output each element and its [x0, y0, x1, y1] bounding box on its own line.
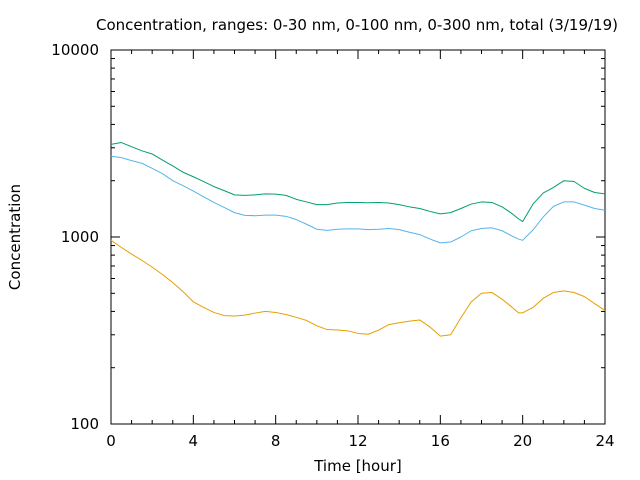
x-tick-label: 4: [189, 432, 199, 450]
x-tick-label: 20: [513, 432, 532, 450]
chart-title: Concentration, ranges: 0-30 nm, 0-100 nm…: [96, 16, 618, 34]
series-lines: [110, 142, 606, 337]
plot-frame: [110, 49, 606, 425]
x-tick-label: 24: [595, 432, 614, 450]
axis-ticks: 0 4 8 12 16 20 24 100 1000 10000: [51, 41, 614, 450]
x-tick-label: 12: [348, 432, 367, 450]
x-tick-label: 16: [431, 432, 450, 450]
x-tick-label: 8: [271, 432, 281, 450]
y-tick-label: 1000: [61, 228, 99, 246]
y-tick-label: 10000: [51, 41, 99, 59]
x-tick-label: 0: [106, 432, 116, 450]
series-line-1: [110, 239, 606, 337]
x-axis-label: Time [hour]: [313, 457, 402, 475]
series-line-3: [110, 142, 606, 223]
y-tick-label: 100: [70, 415, 99, 433]
y-axis-label: Concentration: [6, 184, 24, 290]
series-line-2: [110, 155, 606, 244]
